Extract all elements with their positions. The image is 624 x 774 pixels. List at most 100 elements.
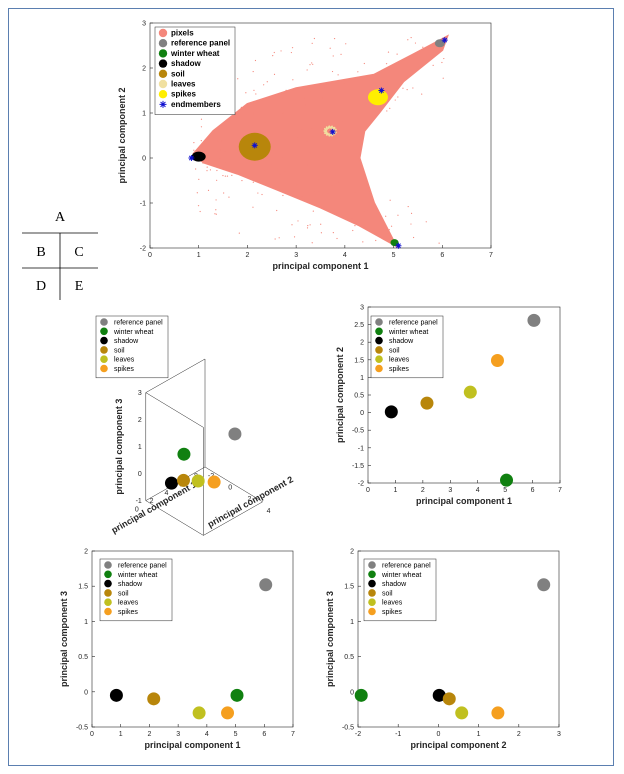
panel-c-point (420, 396, 434, 410)
panel-d-x-tick-label: 3 (176, 731, 180, 738)
panel-a-y-axis-label: principal component 2 (117, 87, 127, 183)
reference-panel-cluster (434, 39, 445, 48)
pixel-speckle (206, 170, 208, 172)
pixel-speckle (350, 218, 353, 220)
panel-e-x-tick-label: 3 (557, 731, 561, 738)
pixel-speckle (311, 42, 313, 44)
pixel-speckle (284, 170, 286, 172)
pixel-speckle (432, 64, 434, 66)
pixel-speckle (323, 85, 325, 88)
pixel-speckle (303, 97, 306, 100)
pixel-speckle (397, 214, 399, 216)
panel-a-y-tick-label: 0 (142, 156, 146, 163)
endmember-marker (378, 87, 385, 94)
pixel-speckle (386, 110, 388, 112)
pixel-speckle (293, 236, 296, 238)
panel-c-x-tick-label: 1 (393, 487, 397, 494)
leaves-cluster-dot (328, 134, 331, 137)
panel-d-y-tick-label: 0 (84, 689, 88, 696)
panel-d-legend-label: spikes (118, 609, 138, 616)
pixel-speckle (291, 47, 294, 49)
panel-c-x-tick-label: 2 (421, 487, 425, 494)
pixel-speckle (216, 179, 218, 181)
pixel-speckle (274, 238, 276, 240)
pixel-speckle (318, 191, 320, 193)
pixel-speckle (264, 121, 266, 123)
panel-d-y-axis-label: principal component 3 (59, 591, 69, 687)
pixel-speckle (407, 205, 409, 208)
panel-c-x-tick-label: 0 (366, 487, 370, 494)
panel-d-y-tick-label: 1 (84, 619, 88, 626)
panel-a-x-tick-label: 2 (245, 252, 249, 259)
pixels-region (192, 34, 449, 248)
panel-d-point (221, 706, 235, 720)
panel-c-y-tick-label: 1 (360, 375, 364, 382)
pixel-speckle (319, 126, 322, 129)
leaves-cluster-dot (325, 133, 328, 136)
pixel-speckle (443, 57, 445, 60)
panel-a-x-tick-label: 4 (343, 252, 347, 259)
panel-e-y-tick-label: -0.5 (342, 725, 354, 732)
pixel-speckle (225, 162, 227, 164)
pixel-speckle (332, 232, 334, 234)
panel-c-point (527, 313, 541, 327)
panel-a-legend-label: spikes (171, 90, 196, 99)
pixel-speckle (241, 179, 243, 182)
leaves-cluster-dot (333, 126, 336, 129)
panel-b-point (191, 474, 205, 488)
panel-a-y-tick-label: 3 (142, 21, 146, 28)
panel-a-legend-marker (158, 90, 168, 99)
panel-b-z-tick-label: 1 (138, 444, 142, 451)
pixel-speckle (313, 190, 315, 193)
key-label-d: D (36, 279, 46, 294)
pixel-speckle (336, 237, 338, 240)
panel-b-legend-label: reference panel (114, 320, 163, 327)
leaves-cluster-dot (323, 127, 326, 130)
pixel-speckle (206, 166, 208, 168)
panel-d-legend-label: leaves (118, 600, 139, 607)
pixel-speckle (309, 89, 311, 92)
pixel-speckle (215, 199, 217, 201)
panel-a-x-tick-label: 1 (197, 252, 201, 259)
panel-c-y-tick-label: -1.5 (352, 463, 364, 470)
pixel-speckle (321, 97, 323, 99)
pixel-speckle (252, 70, 254, 73)
panel-e-legend-marker (368, 579, 376, 588)
pixel-speckle (389, 199, 391, 201)
pixel-speckle (369, 108, 371, 111)
pixel-speckle (331, 70, 334, 73)
pixel-speckle (228, 196, 230, 198)
panel-e-y-tick-label: 0.5 (344, 654, 354, 661)
pixel-speckle (200, 126, 203, 128)
pixel-speckle (254, 59, 257, 62)
pixel-speckle (220, 140, 223, 142)
panel-e-legend-marker (368, 607, 376, 616)
pixel-speckle (282, 194, 284, 197)
panel-b-legend-marker (100, 327, 108, 336)
pixel-speckle (421, 93, 423, 95)
panel-b-legend-label: winter wheat (113, 329, 153, 336)
panel-c-x-tick-label: 4 (476, 487, 480, 494)
panel-e-point (442, 692, 456, 706)
pixel-speckle (301, 196, 303, 198)
pixel-speckle (195, 168, 197, 170)
panel-b-legend-marker (100, 346, 108, 354)
panel-c-legend-label: winter wheat (388, 329, 428, 336)
pixel-speckle (362, 227, 365, 229)
pixel-speckle (311, 62, 313, 64)
pixel-speckle (251, 125, 253, 128)
panel-e-legend-marker (368, 561, 376, 569)
panel-b-legend-marker (100, 318, 108, 326)
pixel-speckle (291, 224, 293, 226)
pixel-speckle (388, 229, 390, 231)
panel-b-y-tick-label: 2 (247, 496, 251, 503)
leaves-cluster-dot (331, 134, 333, 137)
pixel-speckle (200, 118, 203, 120)
pixel-speckle (321, 132, 323, 134)
panel-d-y-tick-label: 0.5 (78, 654, 88, 661)
pixel-speckle (223, 192, 225, 194)
panel-b-floor-edge (203, 501, 263, 536)
panel-e-y-tick-label: 2 (350, 549, 354, 556)
